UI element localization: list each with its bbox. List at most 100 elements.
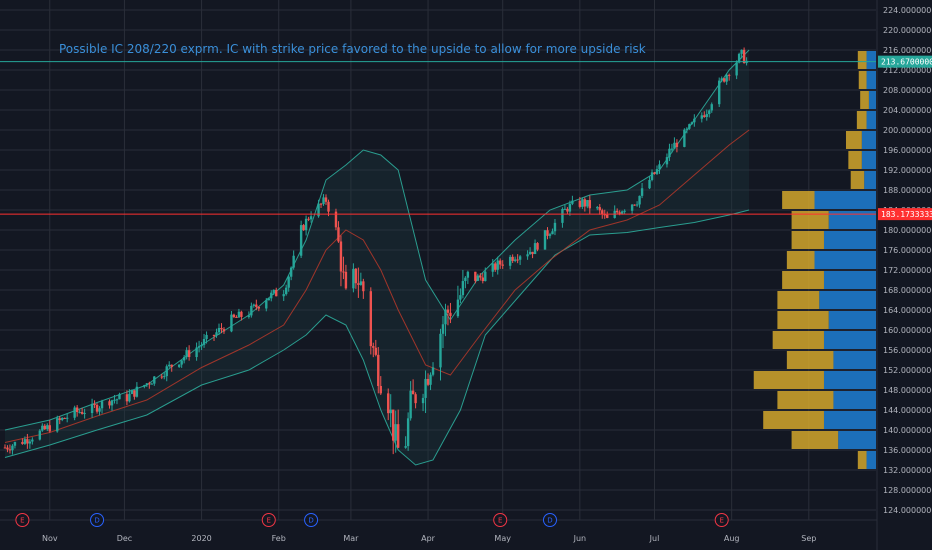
chart-annotation: Possible IC 208/220 exprm. IC with strik… [59, 42, 646, 56]
candle-body [43, 425, 46, 430]
volume-bar-down [786, 351, 834, 369]
price-tick-label: 200.00000000 [883, 126, 932, 135]
candle-body [411, 390, 415, 395]
bollinger-bands [4, 49, 750, 466]
candle-body [690, 122, 694, 125]
candle-body [536, 243, 539, 250]
candle-body [439, 333, 442, 368]
volume-bar-down [791, 431, 839, 449]
candle-body [508, 256, 512, 266]
candle-body [118, 394, 121, 400]
price-tick-label: 204.00000000 [883, 106, 932, 115]
candle-body [115, 399, 119, 401]
candle-body [98, 408, 101, 412]
price-tick-label: 224.00000000 [883, 6, 932, 15]
volume-bar-down [856, 111, 867, 129]
candle-body [476, 275, 480, 281]
volume-bar-up [838, 431, 876, 449]
candle-body [623, 210, 626, 212]
candle-body [601, 210, 604, 215]
candle-body [404, 446, 407, 448]
candle-body [653, 172, 656, 174]
price-tick-label: 216.00000000 [883, 46, 932, 55]
volume-bar-up [814, 191, 876, 209]
candle-body [143, 385, 146, 387]
candle-body [48, 425, 51, 432]
candle-body [28, 441, 32, 444]
candle-body [446, 309, 450, 313]
volume-bar-up [823, 231, 876, 249]
candle-body [153, 376, 156, 384]
candle-body [337, 227, 340, 242]
candle-body [165, 366, 168, 377]
candle-body [237, 311, 241, 318]
candle-body [230, 314, 233, 332]
candle-body [722, 78, 726, 82]
volume-bar-down [763, 411, 824, 429]
candle-body [148, 383, 151, 385]
candle-body [75, 407, 79, 413]
volume-bar-down [777, 391, 834, 409]
candle-body [553, 222, 557, 232]
candle-body [21, 442, 24, 444]
candle-body [299, 225, 303, 256]
candle-body [461, 281, 465, 296]
time-tick-label: Sep [801, 534, 816, 543]
candle-body [41, 425, 44, 431]
volume-bar-down [777, 291, 820, 309]
candle-body [61, 417, 64, 420]
upper-band-line [4, 49, 750, 431]
candle-body [292, 255, 295, 268]
candle-body [658, 164, 661, 170]
volume-bar-down [857, 51, 867, 69]
time-axis[interactable]: Nov Dec 2020 Feb Mar Apr May Jun Jul Aug Sep [0, 519, 877, 543]
time-tick-label: Apr [421, 534, 436, 543]
candle-body [638, 195, 641, 205]
candle-body [187, 350, 191, 358]
candle-body [630, 204, 634, 211]
candle-body [197, 346, 201, 348]
time-tick-label: May [494, 534, 511, 543]
candle-body [185, 350, 188, 358]
candle-body [63, 417, 66, 419]
candle-body [113, 399, 116, 401]
volume-bar-up [823, 411, 876, 429]
volume-bar-down [848, 151, 862, 169]
candle-body [459, 295, 462, 300]
candle-body [655, 169, 659, 174]
candle-body [215, 332, 218, 336]
candle-body [742, 49, 746, 64]
candle-body [531, 251, 534, 255]
price-axis-background [877, 0, 932, 550]
candle-body [322, 197, 325, 205]
candle-body [426, 378, 430, 385]
volume-bar-up [866, 71, 876, 89]
volume-bar-up [833, 351, 876, 369]
candle-body [563, 208, 567, 210]
candle-body [688, 124, 691, 129]
candle-body [571, 200, 574, 204]
candle-body [727, 74, 731, 76]
candle-body [675, 142, 679, 147]
candle-body [650, 172, 654, 180]
price-tick-label: 208.00000000 [883, 86, 932, 95]
candle-body [648, 179, 651, 189]
price-tick-label: 168.00000000 [883, 286, 932, 295]
horizontal-price-lines [0, 61, 876, 215]
event-marker [542, 513, 557, 527]
candle-body [499, 260, 502, 265]
price-tick-label: 132.00000000 [883, 466, 932, 475]
candle-body [200, 344, 203, 347]
candle-body [491, 263, 494, 272]
price-badge-label: 183.17333333 [881, 210, 932, 219]
volume-bar-down [791, 231, 824, 249]
candle-body [725, 74, 728, 82]
price-axis[interactable]: 124.00000000 128.00000000 132.00000000 136.… [876, 0, 932, 550]
price-badge-label: 213.67000000 [881, 58, 932, 67]
candle-body [357, 283, 360, 285]
candle-body [182, 357, 186, 361]
candle-body [705, 114, 708, 117]
volume-bar-down [858, 71, 867, 89]
